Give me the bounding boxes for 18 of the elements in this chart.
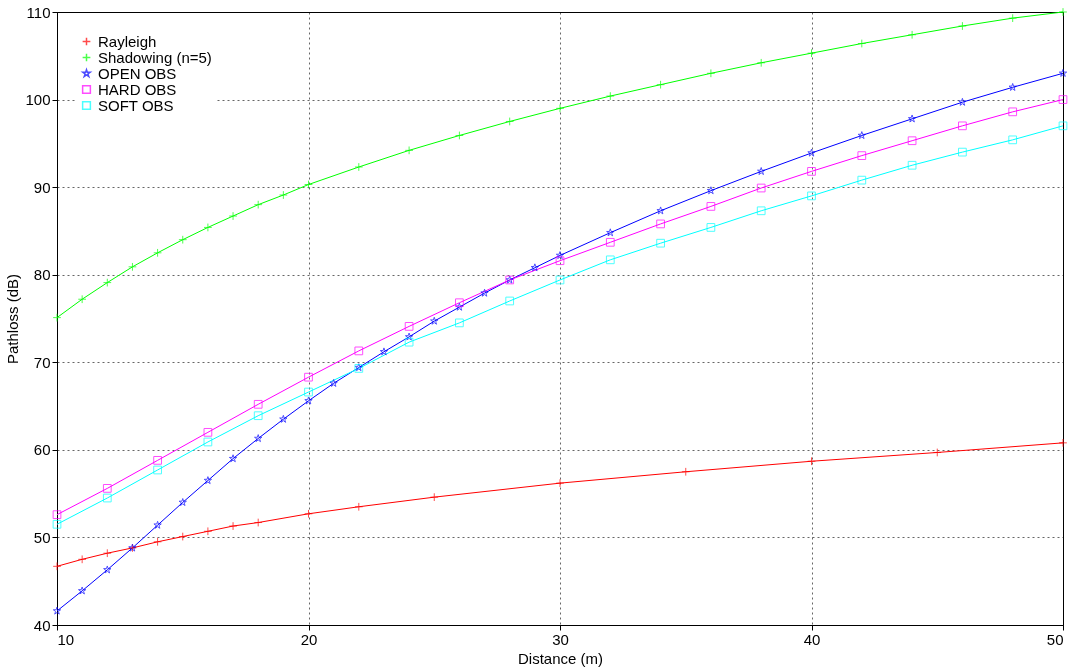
y-tick-label: 40 bbox=[33, 616, 51, 634]
y-tick-label: 50 bbox=[33, 528, 51, 546]
y-tick-label: 100 bbox=[25, 91, 51, 109]
x-axis-title: Distance (m) bbox=[517, 649, 604, 667]
y-tick-label: 70 bbox=[33, 353, 51, 371]
y-tick-label: 110 bbox=[26, 3, 51, 21]
x-tick-label: 50 bbox=[1046, 630, 1064, 648]
y-tick-label: 80 bbox=[33, 266, 51, 284]
legend-label: Rayleigh bbox=[98, 32, 157, 50]
y-axis-title: Pathloss (dB) bbox=[4, 273, 22, 365]
legend-label: SOFT OBS bbox=[98, 96, 174, 114]
x-tick-label: 20 bbox=[300, 630, 318, 648]
x-tick-label: 10 bbox=[57, 630, 75, 648]
x-tick-label: 40 bbox=[803, 630, 821, 648]
legend-label: HARD OBS bbox=[98, 80, 177, 98]
x-tick-label: 30 bbox=[552, 630, 569, 648]
y-tick-label: 60 bbox=[33, 441, 51, 459]
y-tick-label: 90 bbox=[33, 178, 51, 196]
